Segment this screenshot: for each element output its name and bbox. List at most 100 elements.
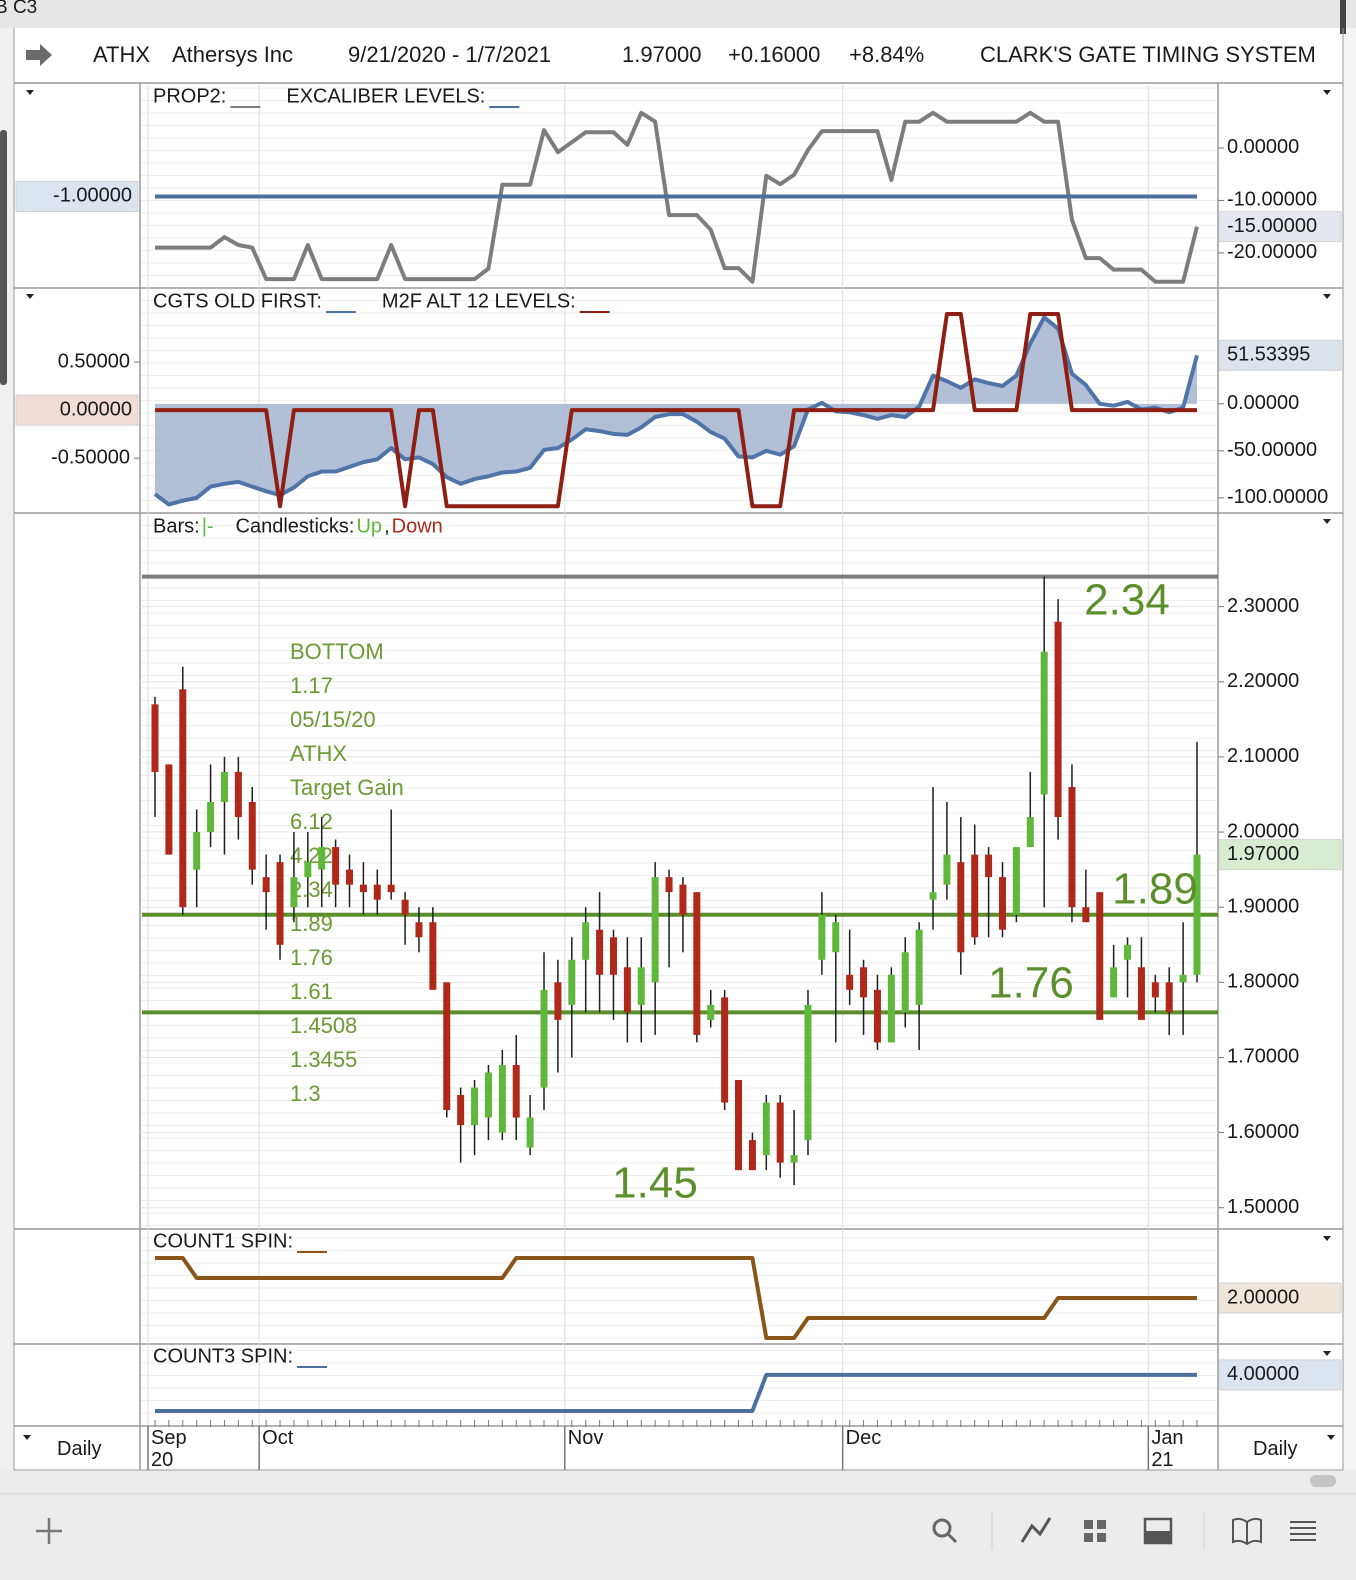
value-tag xyxy=(15,394,139,426)
chart-type-button[interactable] xyxy=(1020,1517,1052,1543)
value-tag-label: 1.97000 xyxy=(1227,843,1299,865)
search-button[interactable] xyxy=(932,1518,958,1544)
percent-change: +8.84% xyxy=(849,42,924,67)
dropdown-arrow[interactable] xyxy=(1323,1236,1331,1241)
candle-body xyxy=(596,929,604,975)
series-line xyxy=(155,1256,1197,1340)
value-tag xyxy=(1218,339,1342,371)
candle-body xyxy=(1054,621,1062,818)
candle-body xyxy=(929,892,937,900)
series-line xyxy=(155,1372,1197,1413)
candle-body xyxy=(762,1102,770,1156)
period-left[interactable]: Daily xyxy=(57,1438,102,1460)
value-tag-label: 4.00000 xyxy=(1227,1363,1299,1385)
value-tag-label: -15.00000 xyxy=(1227,215,1317,237)
candle-body xyxy=(415,922,423,938)
candle-body xyxy=(248,802,256,870)
candle-body xyxy=(860,967,868,998)
dropdown-arrow[interactable] xyxy=(1323,294,1331,299)
candle-body xyxy=(262,877,270,893)
value-tag xyxy=(1218,211,1342,243)
header-arrow[interactable] xyxy=(26,44,52,66)
y-tick-label: 1.80000 xyxy=(1227,971,1299,993)
candle-body xyxy=(207,802,215,833)
header: ATHX Athersys Inc 9/21/2020 - 1/7/2021 1… xyxy=(93,42,1316,67)
candle-body xyxy=(582,922,590,960)
note-text: ATHX xyxy=(290,741,347,766)
dropdown-arrow[interactable] xyxy=(26,294,34,299)
y-tick-label: 0.00000 xyxy=(1227,136,1299,158)
value-tag-label: 0.00000 xyxy=(60,398,132,420)
annotation: 1.89 xyxy=(1112,865,1198,914)
dropdown-arrow[interactable] xyxy=(26,90,34,95)
book-button[interactable] xyxy=(1232,1517,1262,1546)
window-edge xyxy=(0,130,7,385)
legend-label: , xyxy=(384,515,390,537)
note-text: 1.3455 xyxy=(290,1047,357,1072)
company-name: Athersys Inc xyxy=(172,42,293,67)
candle-body xyxy=(401,899,409,915)
candle-body xyxy=(1012,847,1020,915)
legend-label: Candlesticks: xyxy=(236,515,355,537)
candle-body xyxy=(887,974,895,1043)
annotation: 1.76 xyxy=(988,959,1074,1008)
plot-background xyxy=(140,515,1218,1228)
window-edge xyxy=(1340,0,1346,34)
candle-body xyxy=(359,884,367,893)
annotation: 1.45 xyxy=(612,1159,698,1208)
candle-body xyxy=(276,862,284,945)
plot-background xyxy=(140,1230,1218,1343)
dropdown-arrow[interactable] xyxy=(1323,90,1331,95)
y-tick-label: 1.50000 xyxy=(1227,1196,1299,1218)
legend-label: COUNT1 SPIN: xyxy=(153,1230,293,1252)
candle-body xyxy=(693,892,701,1035)
menu-button[interactable] xyxy=(1290,1521,1316,1541)
candle-body xyxy=(1151,982,1159,998)
dropdown-arrow[interactable] xyxy=(1323,519,1331,524)
candle-body xyxy=(1110,967,1118,998)
dropdown-arrow[interactable] xyxy=(1327,1435,1335,1440)
x-tick-label: Oct xyxy=(262,1427,294,1449)
candle-body xyxy=(234,771,242,818)
price-change: +0.16000 xyxy=(728,42,820,67)
value-tag-label: 51.53395 xyxy=(1227,344,1310,366)
y-tick-label: -0.50000 xyxy=(51,446,130,468)
legend-label: Down xyxy=(392,515,443,537)
date-range: 9/21/2020 - 1/7/2021 xyxy=(348,42,551,67)
candle-body xyxy=(901,952,909,1013)
candle-body xyxy=(304,862,312,878)
candle-body xyxy=(1068,786,1076,908)
plot-background xyxy=(140,1345,1218,1425)
value-tag xyxy=(1218,1282,1342,1314)
note-text: Target Gain xyxy=(290,775,404,800)
candle-body xyxy=(554,982,562,1020)
scroll-thumb[interactable] xyxy=(1310,1475,1336,1487)
candle-body xyxy=(818,914,826,960)
y-tick-label: 2.20000 xyxy=(1227,670,1299,692)
system-name: CLARK'S GATE TIMING SYSTEM xyxy=(980,42,1316,67)
candle-body xyxy=(457,1095,465,1126)
dropdown-arrow[interactable] xyxy=(1323,1351,1331,1356)
candle-body xyxy=(1026,817,1034,848)
last-price: 1.97000 xyxy=(622,42,702,67)
x-tick-label: Sep 20 xyxy=(151,1427,187,1471)
candle-body xyxy=(165,764,173,855)
candle-body xyxy=(735,1079,743,1171)
candle-body xyxy=(1137,967,1145,1020)
note-text: 1.3 xyxy=(290,1081,321,1106)
dropdown-arrow[interactable] xyxy=(23,1435,31,1440)
candle-body xyxy=(651,877,659,983)
value-tag-label: 2.00000 xyxy=(1227,1286,1299,1308)
candle-body xyxy=(957,862,965,953)
layout-button[interactable] xyxy=(1084,1520,1106,1542)
value-tag xyxy=(15,180,139,212)
period-right[interactable]: Daily xyxy=(1253,1438,1298,1460)
annotation: 2.34 xyxy=(1084,576,1170,625)
y-tick-label: 0.50000 xyxy=(58,350,130,372)
panel-button[interactable] xyxy=(1143,1517,1173,1545)
candle-body xyxy=(790,1155,798,1163)
candle-body xyxy=(1082,907,1090,923)
candle-body xyxy=(1165,982,1173,1013)
add-button[interactable] xyxy=(36,1518,62,1544)
candle-body xyxy=(915,929,923,1005)
